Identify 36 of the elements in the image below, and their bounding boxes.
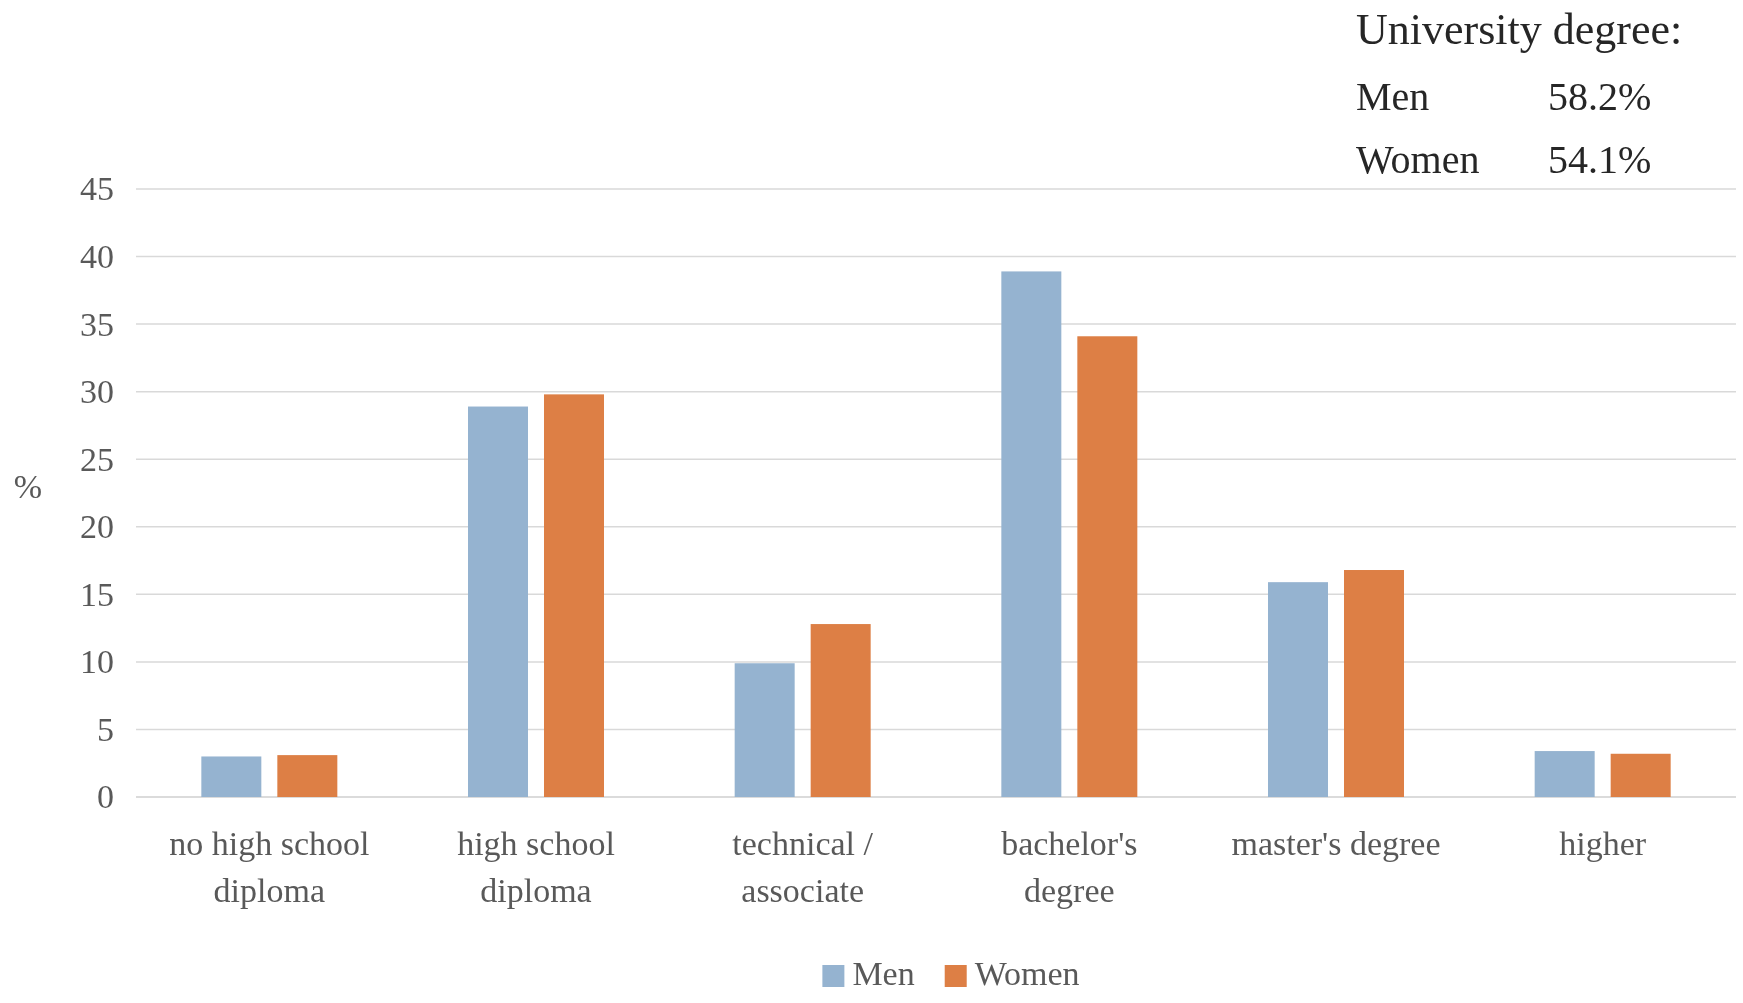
- text: Men: [1356, 74, 1430, 119]
- bar: [1001, 271, 1062, 797]
- bar: [734, 663, 795, 797]
- y-tick-label: 0: [97, 778, 114, 816]
- bar: [201, 756, 262, 797]
- legend-label: Women: [974, 955, 1080, 992]
- bar: [1534, 751, 1595, 797]
- text: Women: [1356, 137, 1480, 182]
- y-tick-label: 10: [80, 643, 114, 681]
- x-tick-label: technical / associate: [732, 825, 874, 909]
- text: 58.2%: [1548, 74, 1652, 119]
- y-tick-label: 20: [80, 508, 114, 546]
- x-tick-label: high school diploma: [457, 825, 615, 909]
- x-tick-label: no high school diploma: [169, 825, 370, 909]
- x-tick-label: master's degree: [1231, 825, 1441, 862]
- bar: [1268, 582, 1328, 797]
- x-tick-label: bachelor's degree: [1001, 825, 1138, 909]
- legend-label: Men: [852, 955, 915, 992]
- text: 54.1%: [1548, 137, 1652, 182]
- y-tick-label: 35: [80, 305, 114, 343]
- y-tick-label: 45: [80, 170, 114, 208]
- y-tick-label: 15: [80, 575, 114, 613]
- y-tick-label: 5: [97, 710, 114, 748]
- bar: [544, 394, 604, 797]
- x-tick-label: higher: [1559, 825, 1647, 862]
- y-tick-label: 40: [80, 237, 114, 275]
- bar: [1610, 753, 1671, 797]
- y-axis-title: %: [13, 468, 43, 505]
- y-tick-label: 30: [80, 373, 114, 411]
- bar: [277, 755, 338, 797]
- bar: [810, 624, 871, 797]
- y-tick-label: 25: [80, 440, 114, 478]
- bar: [468, 406, 528, 797]
- text: University degree:: [1356, 5, 1683, 54]
- bar: [1344, 570, 1404, 797]
- bar: [1077, 336, 1138, 797]
